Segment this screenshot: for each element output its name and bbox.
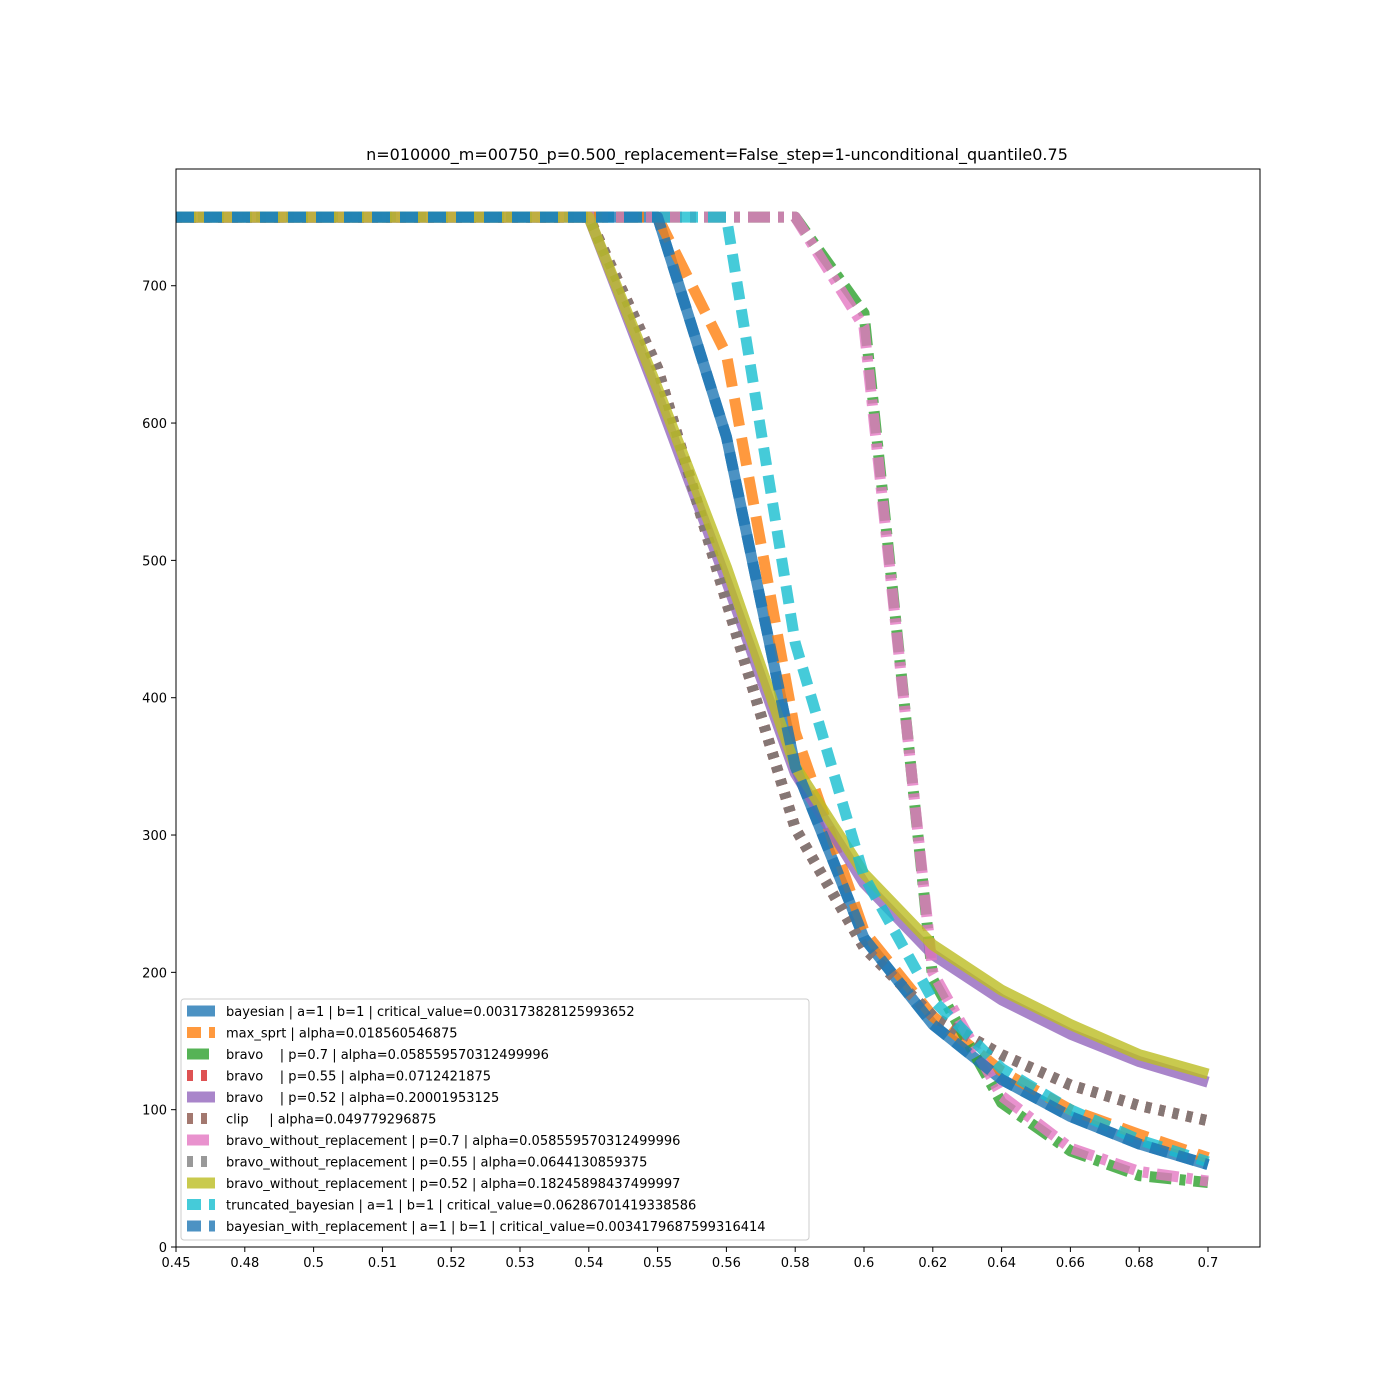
legend-label-11: bayesian_with_replacement | a=1 | b=1 | … [226, 1220, 766, 1235]
y-tick-label: 0 [159, 1241, 167, 1256]
y-axis: 0 100 200 300 400 500 600 700 [142, 280, 176, 1256]
legend-label-6: clip | alpha=0.049779296875 [226, 1113, 436, 1128]
legend-label-2: max_sprt | alpha=0.018560546875 [226, 1027, 458, 1042]
legend-label-10: truncated_bayesian | a=1 | b=1 | critica… [226, 1199, 696, 1214]
x-tick-label: 0.45 [162, 1256, 191, 1271]
series-layer [176, 211, 1210, 1188]
legend-label-4: bravo | p=0.55 | alpha=0.0712421875 [226, 1070, 491, 1085]
legend: bayesian | a=1 | b=1 | critical_value=0.… [180, 998, 810, 1241]
x-axis: 0.45 0.48 0.5 0.51 0.52 0.53 0.54 0.55 0.56 0.58 0… [162, 1247, 1219, 1271]
legend-box [180, 998, 810, 1241]
y-tick-label: 100 [142, 1104, 167, 1119]
plot-frame [175, 168, 1261, 1248]
x-tick-label: 0.5 [303, 1256, 324, 1271]
legend-label-8: bravo_without_replacement | p=0.55 | alp… [226, 1156, 647, 1171]
x-tick-label: 0.56 [712, 1256, 741, 1271]
y-tick-label: 600 [142, 417, 167, 432]
y-tick-label: 400 [142, 692, 167, 707]
legend-label-7: bravo_without_replacement | p=0.7 | alph… [226, 1134, 680, 1149]
x-tick-label: 0.6 [854, 1256, 875, 1271]
y-tick-label: 300 [142, 829, 167, 844]
x-tick-label: 0.58 [781, 1256, 810, 1271]
x-tick-label: 0.62 [918, 1256, 947, 1271]
legend-label-5: bravo | p=0.52 | alpha=0.20001953125 [226, 1091, 499, 1106]
series-line-11 [176, 211, 1210, 1170]
x-tick-label: 0.66 [1056, 1256, 1085, 1271]
legend-label-3: bravo | p=0.7 | alpha=0.0585595703124999… [226, 1048, 549, 1063]
y-tick-label: 200 [142, 966, 167, 981]
x-tick-label: 0.53 [506, 1256, 535, 1271]
y-tick-label: 700 [142, 280, 167, 295]
x-tick-label: 0.68 [1125, 1256, 1154, 1271]
x-tick-label: 0.51 [368, 1256, 397, 1271]
legend-label-9: bravo_without_replacement | p=0.52 | alp… [226, 1177, 680, 1192]
x-tick-label: 0.55 [643, 1256, 672, 1271]
x-tick-label: 0.64 [987, 1256, 1016, 1271]
legend-label-1: bayesian | a=1 | b=1 | critical_value=0.… [226, 1005, 635, 1020]
x-tick-label: 0.48 [230, 1256, 259, 1271]
y-tick-label: 500 [142, 554, 167, 569]
x-tick-label: 0.7 [1198, 1256, 1219, 1271]
x-tick-label: 0.52 [437, 1256, 466, 1271]
x-tick-label: 0.54 [574, 1256, 603, 1271]
chart-title: n=010000_m=00750_p=0.500_replacement=Fal… [366, 145, 1068, 165]
